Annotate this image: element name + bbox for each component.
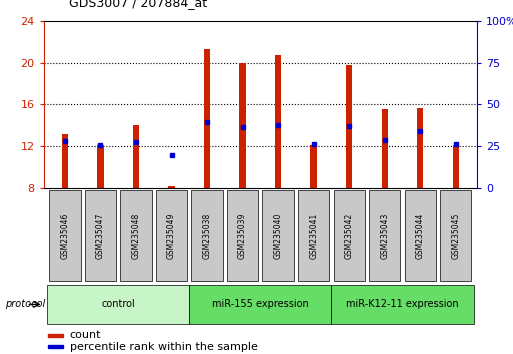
Bar: [204, 49, 210, 188]
Bar: [48, 345, 63, 348]
Text: GSM235043: GSM235043: [380, 212, 389, 259]
FancyBboxPatch shape: [440, 189, 471, 281]
Text: GSM235045: GSM235045: [451, 212, 460, 259]
Text: percentile rank within the sample: percentile rank within the sample: [70, 342, 258, 352]
Text: GSM235046: GSM235046: [61, 212, 69, 259]
Text: GSM235044: GSM235044: [416, 212, 425, 259]
Bar: [168, 186, 175, 188]
FancyBboxPatch shape: [298, 189, 329, 281]
FancyBboxPatch shape: [191, 189, 223, 281]
Bar: [275, 55, 281, 188]
Text: miR-155 expression: miR-155 expression: [212, 299, 309, 309]
Text: count: count: [70, 330, 101, 340]
Bar: [97, 145, 104, 188]
Text: GSM235038: GSM235038: [203, 212, 211, 258]
Text: protocol: protocol: [5, 299, 45, 309]
FancyBboxPatch shape: [227, 189, 258, 281]
Text: GSM235041: GSM235041: [309, 212, 318, 258]
Bar: [48, 333, 63, 337]
Text: control: control: [102, 299, 135, 309]
Text: GSM235042: GSM235042: [345, 212, 353, 258]
Text: miR-K12-11 expression: miR-K12-11 expression: [346, 299, 459, 309]
Bar: [346, 65, 352, 188]
Text: GDS3007 / 207884_at: GDS3007 / 207884_at: [69, 0, 207, 9]
Bar: [62, 133, 68, 188]
FancyBboxPatch shape: [85, 189, 116, 281]
FancyBboxPatch shape: [47, 285, 189, 324]
FancyBboxPatch shape: [405, 189, 436, 281]
FancyBboxPatch shape: [263, 189, 294, 281]
Bar: [310, 145, 317, 188]
FancyBboxPatch shape: [121, 189, 152, 281]
FancyBboxPatch shape: [189, 285, 331, 324]
Text: GSM235048: GSM235048: [131, 212, 141, 258]
FancyBboxPatch shape: [331, 285, 473, 324]
FancyBboxPatch shape: [49, 189, 81, 281]
Text: GSM235039: GSM235039: [238, 212, 247, 259]
Bar: [240, 63, 246, 188]
FancyBboxPatch shape: [369, 189, 400, 281]
Bar: [382, 109, 388, 188]
FancyBboxPatch shape: [333, 189, 365, 281]
FancyBboxPatch shape: [156, 189, 187, 281]
Text: GSM235049: GSM235049: [167, 212, 176, 259]
Text: GSM235047: GSM235047: [96, 212, 105, 259]
Text: GSM235040: GSM235040: [273, 212, 283, 259]
Bar: [452, 145, 459, 188]
Bar: [133, 125, 139, 188]
Bar: [417, 108, 423, 188]
